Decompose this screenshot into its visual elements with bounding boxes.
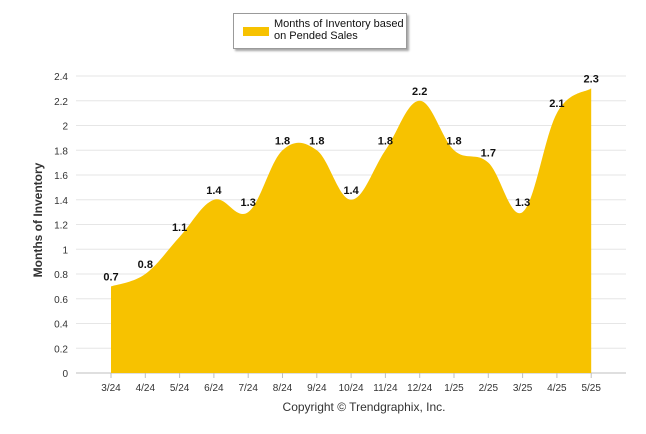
x-tick-label: 2/25 [479, 383, 499, 394]
data-label: 2.3 [584, 73, 599, 85]
y-tick-label: 0.6 [54, 295, 68, 306]
data-label: 2.1 [549, 98, 564, 110]
y-tick-label: 1.4 [54, 196, 68, 207]
x-axis-ticks: 3/24 4/24 5/24 6/24 7/24 8/24 9/24 10/24 11/24 12… [101, 373, 601, 394]
y-tick-label: 0.4 [54, 320, 68, 331]
y-axis-ticks: 0 0.2 0.4 0.6 0.8 1 1.2 1.4 1.6 1.8 2 2.2 2.4 [54, 72, 68, 380]
legend-swatch [243, 27, 269, 36]
y-tick-label: 2.4 [54, 72, 68, 83]
y-tick-label: 0.2 [54, 344, 68, 355]
data-label: 1.8 [378, 135, 393, 147]
data-label: 1.8 [275, 135, 290, 147]
data-label: 1.8 [446, 135, 461, 147]
data-label: 1.1 [172, 222, 187, 234]
y-tick-label: 0 [62, 369, 68, 380]
data-label: 1.4 [206, 185, 222, 197]
data-label: 1.8 [309, 135, 324, 147]
x-tick-label: 10/24 [339, 383, 364, 394]
x-tick-label: 5/25 [581, 383, 601, 394]
x-tick-label: 12/24 [407, 383, 432, 394]
x-tick-label: 9/24 [307, 383, 327, 394]
chart-area [111, 88, 592, 373]
data-label: 1.4 [343, 185, 359, 197]
data-labels: 0.7 0.8 1.1 1.4 1.3 1.8 1.8 1.4 1.8 2.2 1.8 1.7 1.3 2… [103, 73, 598, 283]
x-tick-label: 1/25 [444, 383, 464, 394]
x-tick-label: 6/24 [204, 383, 224, 394]
data-label: 1.7 [481, 148, 496, 160]
x-tick-label: 3/25 [513, 383, 533, 394]
x-tick-label: 3/24 [101, 383, 121, 394]
x-tick-label: 11/24 [373, 383, 398, 394]
x-tick-label: 7/24 [238, 383, 258, 394]
legend-label: Months of Inventory based on Pended Sale… [274, 18, 404, 42]
y-axis-title: Months of Inventory [31, 162, 45, 277]
y-tick-label: 0.8 [54, 270, 68, 281]
copyright-footer: Copyright © Trendgraphix, Inc. [282, 400, 446, 414]
data-label: 0.8 [138, 259, 153, 271]
x-tick-label: 5/24 [170, 383, 190, 394]
data-label: 1.3 [241, 197, 256, 209]
y-tick-label: 1.8 [54, 146, 68, 157]
x-tick-label: 4/24 [136, 383, 156, 394]
y-tick-label: 1.6 [54, 171, 68, 182]
data-label: 2.2 [412, 86, 427, 98]
x-tick-label: 8/24 [273, 383, 293, 394]
series-area [111, 88, 592, 373]
y-tick-label: 2.2 [54, 97, 68, 108]
chart-legend: Months of Inventory based on Pended Sale… [233, 13, 407, 49]
y-tick-label: 1 [62, 245, 68, 256]
y-tick-label: 1.2 [54, 221, 68, 232]
y-tick-label: 2 [62, 122, 68, 133]
x-tick-label: 4/25 [547, 383, 567, 394]
data-label: 0.7 [103, 271, 118, 283]
data-label: 1.3 [515, 197, 530, 209]
